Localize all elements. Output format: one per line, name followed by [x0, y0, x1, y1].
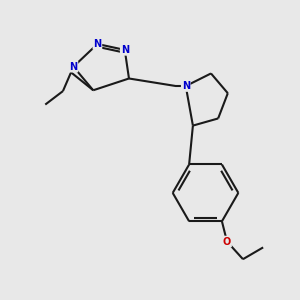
Text: N: N [69, 62, 77, 72]
Text: O: O [223, 236, 231, 247]
Text: N: N [93, 39, 101, 49]
Text: N: N [182, 81, 190, 91]
Text: N: N [121, 45, 129, 55]
